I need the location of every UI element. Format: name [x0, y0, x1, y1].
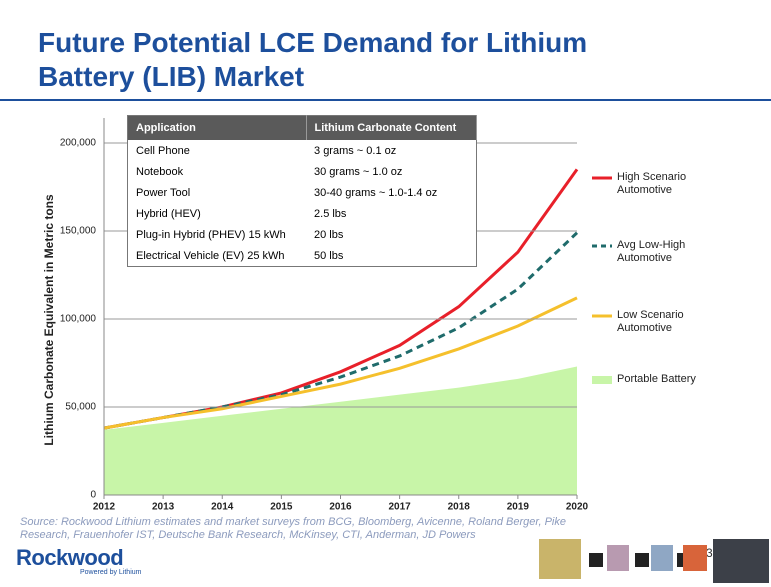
photo-strip [539, 539, 769, 583]
lines [103, 168, 579, 430]
table-cell: Plug-in Hybrid (PHEV) 15 kWh [136, 228, 286, 241]
legend-label: Avg Low-High Automotive [617, 239, 686, 264]
x-tick-label: 2018 [448, 502, 471, 513]
y-axis-label: Lithium Carbonate Equivalent in Metric t… [42, 194, 56, 446]
table-cell: Electrical Vehicle (EV) 25 kWh [136, 249, 285, 262]
table-row: Power Tool 30-40 grams ~ 1.0-1.4 oz [128, 182, 477, 203]
table-cell: Power Tool [136, 186, 191, 199]
table-cell: Notebook [136, 165, 184, 178]
table-cell: Hybrid (HEV) [136, 207, 201, 220]
table-row: Plug-in Hybrid (PHEV) 15 kWh 20 lbs [128, 224, 477, 245]
x-tick-label: 2013 [152, 502, 175, 513]
slide-title: Future Potential LCE Demand for Lithium … [38, 27, 588, 92]
table-cell: 20 lbs [314, 228, 344, 241]
y-tick-label: 100,000 [60, 314, 97, 325]
x-tick-label: 2012 [93, 502, 116, 513]
x-tick-label: 2015 [270, 502, 293, 513]
table-row: Cell Phone 3 grams ~ 0.1 oz [128, 140, 477, 161]
table-header: Application [127, 115, 307, 140]
table-cell: 2.5 lbs [314, 207, 347, 220]
x-tick-label: 2016 [329, 502, 352, 513]
photo [607, 545, 629, 571]
logo-tagline: Powered by Lithium [80, 569, 142, 576]
photo [539, 539, 581, 579]
legend-label: Low Scenario Automotive [617, 309, 684, 334]
table-cell: 30 grams ~ 1.0 oz [314, 165, 403, 178]
legend-label: High Scenario Automotive [617, 171, 687, 196]
title-rule [0, 99, 771, 101]
y-tick-label: 200,000 [60, 138, 97, 149]
areas [104, 366, 577, 495]
table-cell: 50 lbs [314, 249, 344, 262]
table-cell: 30-40 grams ~ 1.0-1.4 oz [314, 186, 438, 199]
area [104, 366, 577, 495]
photo [635, 553, 649, 567]
table-row: Electrical Vehicle (EV) 25 kWh 50 lbs [128, 245, 477, 267]
logo: Rockwood [16, 545, 124, 570]
legend-swatch [592, 376, 612, 384]
x-tick-label: 2020 [566, 502, 589, 513]
photo [683, 545, 707, 571]
y-tick-label: 0 [90, 490, 96, 501]
table-header: Lithium Carbonate Content [306, 115, 478, 140]
table-row: Notebook 30 grams ~ 1.0 oz [128, 161, 477, 182]
y-tick-label: 150,000 [60, 226, 97, 237]
line [103, 296, 578, 430]
photo [651, 545, 673, 571]
x-tick-label: 2019 [507, 502, 530, 513]
source-note: Source: Rockwood Lithium estimates and m… [20, 516, 566, 541]
table-cell: 3 grams ~ 0.1 oz [314, 144, 397, 157]
table-row: Hybrid (HEV) 2.5 lbs [128, 203, 477, 224]
y-tick-label: 50,000 [65, 402, 96, 413]
line [103, 231, 579, 430]
application-table: Application Lithium Carbonate Content Ce… [127, 115, 478, 267]
photo [713, 539, 769, 583]
table-cell: Cell Phone [136, 144, 190, 157]
x-tick-label: 2014 [211, 502, 234, 513]
x-tick-label: 2017 [389, 502, 412, 513]
photo [589, 553, 603, 567]
legend-label: Portable Battery [617, 373, 696, 385]
